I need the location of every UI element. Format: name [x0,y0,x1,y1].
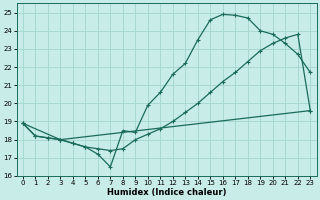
X-axis label: Humidex (Indice chaleur): Humidex (Indice chaleur) [107,188,226,197]
